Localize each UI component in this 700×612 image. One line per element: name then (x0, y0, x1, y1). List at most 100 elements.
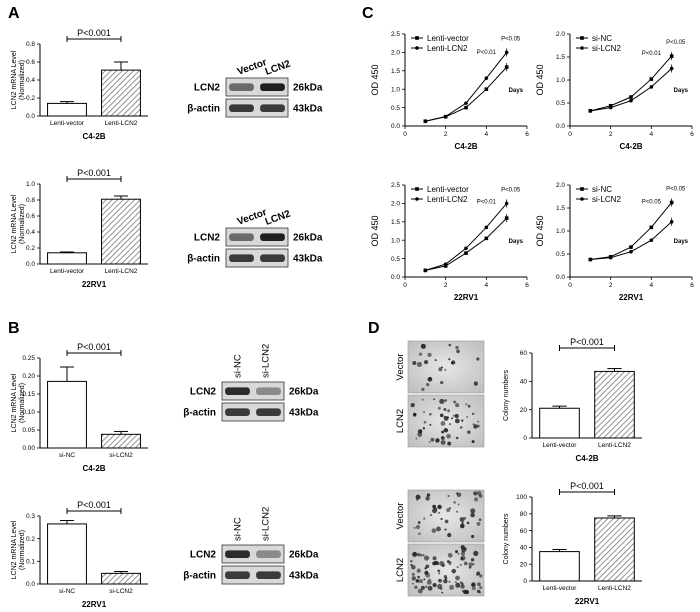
d-img-c42b-colony-dot (461, 419, 464, 422)
d-img-c42b-colony-dot (440, 421, 446, 426)
b-blot-22rv1-band-1-0 (225, 571, 250, 579)
d-img-c42b-colony-dot (443, 408, 447, 412)
b-22rv1-ytick-label: 0.2 (26, 536, 35, 543)
d-img-22rv1-colony-dot (441, 591, 444, 594)
a-blot-22rv1-row-label-1: β-actin (187, 254, 220, 265)
d-img-22rv1-colony-dot (440, 517, 443, 521)
d-img-22rv1-colony-dot (437, 505, 440, 508)
d-img-c42b-colony-dot (410, 403, 415, 408)
b-blot-22rv1-band-0-0 (225, 550, 250, 558)
d-img-22rv1-colony-dot (470, 512, 475, 518)
d-img-22rv1-colony-dot (476, 571, 481, 576)
d-22rv1-ytick-label: 0 (523, 578, 527, 585)
b-c42b-xtick-label-0: si-NC (59, 452, 76, 459)
a-22rv1-ytick-label: 0.2 (26, 245, 35, 252)
d-img-c42b-colony-dot (467, 430, 471, 434)
d-img-c42b-colony-dot (444, 399, 447, 402)
a-blot-22rv1-band-0-1 (260, 233, 285, 241)
d-img-22rv1-colony-dot (434, 507, 438, 511)
d-img-c42b-colony-dot (423, 411, 425, 413)
d-img-22rv1-colony-dot (476, 521, 481, 526)
c-c42b-lenti-point-s0-3 (484, 87, 489, 91)
c-c42b-si-xlabel: Days (674, 88, 689, 94)
d-img-c42b-colony-dot (433, 398, 436, 401)
c-c42b-si-legend-label-1: si-LCN2 (592, 44, 621, 53)
d-img-c42b-colony-dot (467, 404, 471, 408)
b-blot-c42b-band-1-1 (256, 408, 281, 416)
d-c42b-xtick-label-1: Lenti-LCN2 (598, 442, 631, 449)
b-blot-c42b-band-0-1 (256, 387, 281, 395)
a-blot-c42b-band-0-0 (229, 83, 254, 91)
d-img-c42b-row-label-1: LCN2 (395, 409, 406, 433)
d-img-c42b-plate-1 (407, 394, 485, 448)
b-22rv1-pvalue: P<0.001 (77, 500, 111, 510)
d-img-c42b-colony-dot (451, 417, 453, 420)
d-22rv1-ytick-label: 80 (520, 511, 528, 518)
b-c42b-xtick-label-1: si-LCN2 (109, 452, 133, 459)
c-22rv1-si-point-s0-3 (649, 225, 654, 230)
d-img-c42b-colony-dot (476, 424, 480, 428)
d-img-c42b-colony-dot (413, 412, 416, 416)
d-22rv1-xtick-label-0: Lenti-vector (543, 585, 578, 592)
d-img-22rv1-colony-dot (426, 579, 432, 585)
d-img-c42b-colony-dot (477, 420, 480, 423)
c-22rv1-lenti-point-s0-1 (443, 264, 448, 268)
d-img-c42b-colony-dot (471, 412, 475, 416)
d-img-22rv1-colony-dot (444, 528, 447, 531)
d-img-22rv1-colony-images: Vector LCN2 (395, 489, 485, 597)
d-img-c42b-colony-dot (439, 413, 444, 418)
b-c42b-ylabel-line1: LCN2 mRNA Level (11, 373, 18, 432)
d-img-22rv1-colony-dot (446, 508, 451, 513)
d-22rv1-ytick-label: 60 (520, 528, 528, 535)
d-img-22rv1-colony-dot (423, 517, 426, 520)
c-c42b-lenti-xtick-label: 4 (485, 131, 489, 138)
a-blot-c42b-band-1-1 (260, 104, 285, 112)
b-blot-c42b-membrane-0 (221, 381, 285, 401)
c-c42b-si-pvalue-day4: P<0.01 (642, 51, 662, 57)
c-c42b-lenti-point-s1-2 (464, 101, 468, 105)
d-img-22rv1-colony-dot (438, 572, 441, 575)
b-blot-22rv1-membrane-1 (221, 565, 285, 585)
b-blot-22rv1-kda-1: 43kDa (289, 571, 319, 582)
b-22rv1-bar-1 (101, 572, 141, 585)
d-img-22rv1-colony-dot (437, 569, 441, 573)
d-img-22rv1-colony-dot (468, 565, 472, 569)
d-img-22rv1-colony-dot (443, 579, 448, 584)
d-img-22rv1-colony-dot (417, 588, 423, 594)
c-22rv1-si-legend-marker-0 (580, 187, 584, 191)
d-img-22rv1-colony-dot (476, 589, 481, 594)
c-22rv1-lenti-legend-label-1: Lenti-LCN2 (427, 195, 468, 204)
a-blot-22rv1-membrane-1 (225, 248, 289, 268)
d-img-22rv1-colony-dot (423, 578, 426, 581)
d-img-c42b-colony-dot (440, 380, 444, 385)
d-img-22rv1-colony-dot (435, 561, 440, 566)
c-c42b-si-xtick-label: 0 (568, 131, 572, 138)
d-img-22rv1-colony-dot (455, 582, 461, 588)
a-blot-22rv1-lane-label-1: LCN2 (264, 208, 293, 227)
d-img-c42b-colony-dot (443, 428, 449, 433)
c-c42b-lenti-point-s0-2 (464, 105, 468, 110)
d-img-c42b-colony-dot (428, 412, 432, 416)
b-22rv1-bar-0 (47, 523, 87, 585)
d-img-c42b-colony-images: Vector LCN2 (395, 340, 485, 448)
b-c42b-ytick-label: 0.10 (22, 409, 35, 416)
c-22rv1-lenti-xlabel: Days (509, 239, 524, 245)
c-22rv1-si-xtick-label: 2 (609, 282, 613, 289)
c-c42b-si-point-s0-2 (629, 95, 633, 99)
d-img-22rv1-colony-dot (424, 567, 427, 570)
d-c42b-ytick-label: 60 (520, 350, 528, 357)
d-img-c42b-colony-dot (418, 429, 423, 434)
c-22rv1-si-legend-label-1: si-LCN2 (592, 195, 621, 204)
a-blot-22rv1-band-1-1 (260, 254, 285, 262)
a-c42b-ytick-label: 0.8 (26, 41, 35, 48)
a-blot-c42b-row-label-1: β-actin (187, 104, 220, 115)
d-img-c42b-colony-dot (454, 413, 459, 419)
c-22rv1-si-pvalue-day5: P<0.05 (666, 186, 686, 192)
c-c42b-si-point-s0-1 (608, 103, 613, 108)
c-c42b-lenti-xtick-label: 2 (444, 131, 448, 138)
d-img-c42b-colony-dot (473, 381, 479, 386)
